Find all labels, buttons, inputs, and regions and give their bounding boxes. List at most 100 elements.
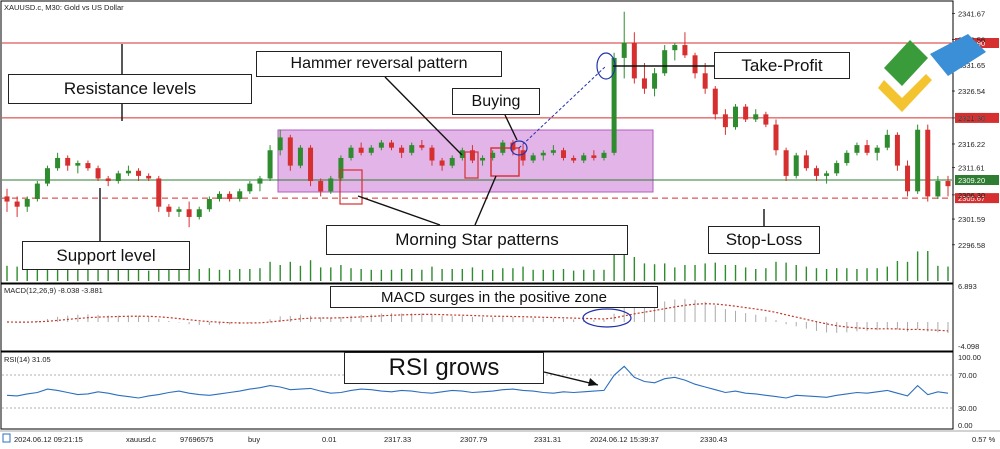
candle-body — [358, 147, 364, 153]
candle-body — [682, 45, 688, 56]
candle-body — [287, 137, 293, 166]
candle-body — [561, 150, 567, 158]
candle-body — [378, 142, 384, 148]
candle-body — [24, 198, 30, 207]
candle-body — [176, 209, 182, 212]
candle-body — [196, 209, 202, 217]
rsi-grows-label: RSI grows — [344, 352, 544, 384]
candle-body — [34, 183, 40, 199]
macd-surge-label: MACD surges in the positive zone — [330, 286, 658, 308]
candle-body — [44, 168, 50, 184]
price-tick-label: 2306.30 — [958, 191, 985, 200]
candle-body — [894, 134, 900, 166]
candle-body — [75, 163, 81, 166]
resistance-price-tag — [955, 37, 999, 48]
candle-body — [813, 168, 819, 176]
candle-body — [4, 196, 10, 202]
status-close-time: 2024.06.12 15:39:37 — [590, 435, 659, 444]
candle-body — [368, 147, 374, 153]
candle-body — [146, 175, 152, 179]
candle-body — [429, 147, 435, 161]
rsi-arrow-head — [588, 378, 598, 386]
candle-body — [166, 206, 172, 212]
candle-body — [803, 155, 809, 169]
candle-body — [874, 147, 880, 153]
volume-bars — [6, 251, 949, 281]
candle-body — [14, 201, 20, 207]
candle-body — [702, 73, 708, 89]
candle-body — [672, 45, 678, 51]
candle-body — [328, 178, 334, 192]
candle-body — [884, 134, 890, 148]
broker-logo — [878, 34, 986, 112]
stop-loss-price-label: 2305.67 — [958, 194, 985, 203]
price-tick-label: 2296.58 — [958, 241, 985, 250]
take-profit-label: Take-Profit — [714, 52, 850, 79]
candle-body — [85, 163, 91, 169]
price-tick-label: 2311.61 — [958, 164, 985, 173]
candle-body — [115, 173, 121, 182]
morning-star-label: Morning Star patterns — [326, 225, 628, 255]
hammer-box — [464, 151, 479, 179]
candle-body — [55, 157, 61, 169]
candle-body — [136, 170, 142, 176]
candle-body — [318, 181, 324, 192]
buy-entry-marker — [510, 140, 528, 156]
price-tick-label: 2301.59 — [958, 215, 985, 224]
candle-body — [692, 55, 698, 74]
candle-body — [834, 163, 840, 174]
rsi-line — [6, 365, 949, 399]
morning-star-box-1 — [339, 169, 363, 205]
status-open-time: 2024.06.12 09:21:15 — [14, 435, 83, 444]
candle-body — [611, 57, 617, 153]
macd-surge-marker — [582, 308, 632, 328]
status-tp: 2331.31 — [534, 435, 561, 444]
resistance-levels-label: Resistance levels — [8, 74, 252, 104]
candle-body — [227, 193, 233, 199]
candle-body — [783, 150, 789, 176]
candle-body — [641, 78, 647, 89]
candle-body — [540, 152, 546, 156]
price-tick-label: 2316.22 — [958, 140, 985, 149]
candle-body — [186, 209, 192, 217]
candle-body — [844, 152, 850, 164]
status-profit-percent: 0.57 % — [972, 435, 996, 444]
candle-body — [520, 150, 526, 161]
candle-body — [247, 183, 253, 192]
rsi-tick-30: 30.00 — [958, 404, 977, 413]
candle-body — [459, 150, 465, 158]
resistance-price-label: 2321.30 — [958, 114, 985, 123]
status-type: buy — [248, 435, 260, 444]
candle-body — [722, 114, 728, 128]
stop-loss-price-tag — [955, 193, 999, 204]
candle-body — [480, 157, 486, 161]
status-icon — [2, 433, 11, 443]
candle-body — [388, 142, 394, 148]
support-price-label: 2309.20 — [958, 176, 985, 185]
candle-body — [591, 155, 597, 158]
main-panel-frame — [0, 0, 954, 284]
status-bar: 2024.06.12 09:21:15 xauusd.c 97696575 bu… — [2, 433, 996, 444]
price-tick-label: 2326.54 — [958, 87, 985, 96]
candle-body — [601, 152, 607, 158]
candle-body — [449, 157, 455, 166]
candle-body — [530, 155, 536, 161]
macd-label: MACD(12,26,9) -8.038 -3.881 — [4, 286, 103, 295]
candle-body — [156, 178, 162, 207]
morning-star-box-2 — [490, 147, 520, 177]
price-tick-label: 2321.30 — [958, 114, 985, 123]
candle-body — [550, 150, 556, 153]
candle-body — [773, 124, 779, 151]
candle-body — [206, 198, 212, 210]
status-ticket: 97696575 — [180, 435, 213, 444]
candles — [4, 11, 951, 228]
candle-body — [631, 42, 637, 79]
candle-body — [125, 170, 131, 174]
candle-body — [824, 173, 830, 176]
candle-body — [469, 150, 475, 161]
candle-body — [419, 145, 425, 148]
candle-body — [308, 147, 314, 182]
macd-signal-line — [6, 303, 949, 332]
candle-body — [216, 193, 222, 199]
stop-loss-label: Stop-Loss — [708, 226, 820, 254]
